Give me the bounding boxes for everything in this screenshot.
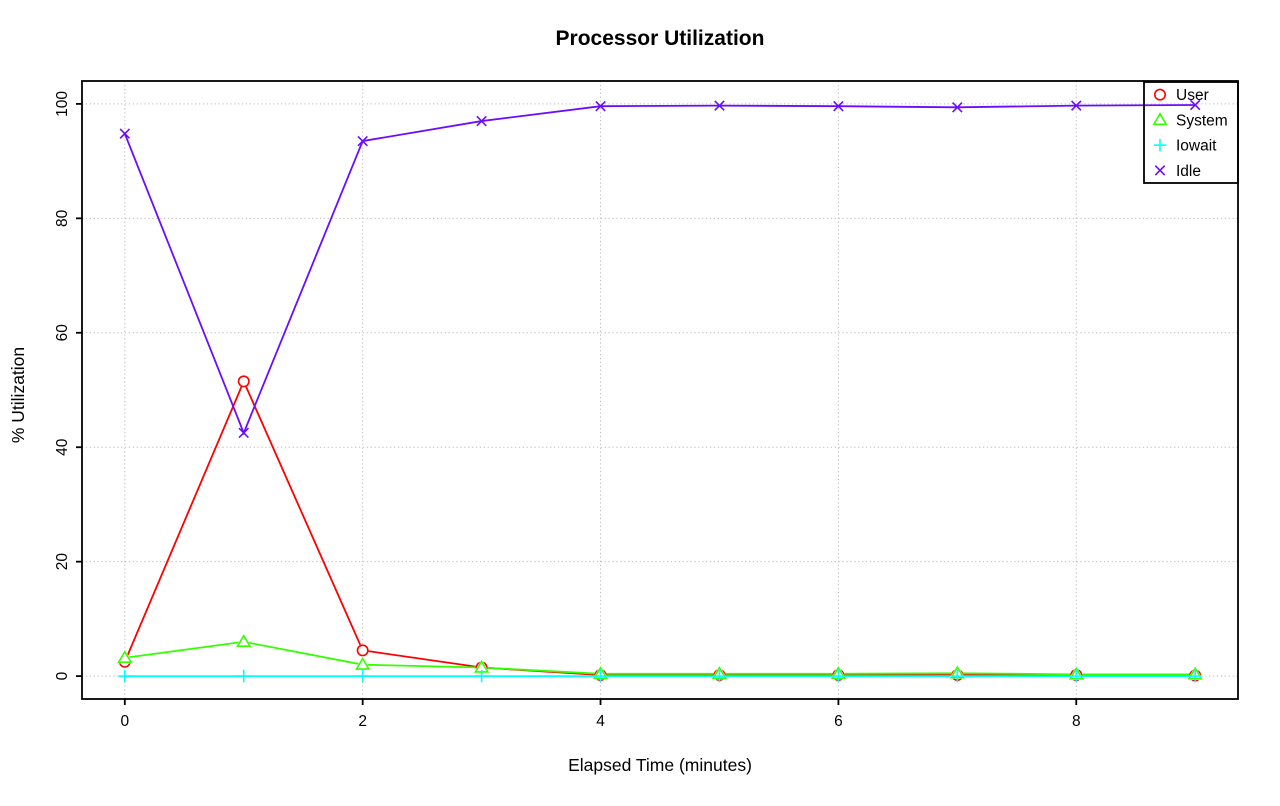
svg-text:8: 8: [1072, 713, 1081, 730]
svg-text:User: User: [1176, 87, 1209, 104]
svg-text:0: 0: [120, 713, 129, 730]
svg-text:60: 60: [54, 324, 71, 342]
svg-text:0: 0: [54, 671, 71, 680]
svg-text:20: 20: [54, 553, 71, 571]
svg-text:100: 100: [54, 91, 71, 117]
svg-text:% Utilization: % Utilization: [8, 347, 28, 443]
svg-text:Elapsed Time (minutes): Elapsed Time (minutes): [568, 755, 752, 775]
svg-text:Processor Utilization: Processor Utilization: [556, 27, 765, 50]
svg-text:80: 80: [54, 209, 71, 227]
svg-text:40: 40: [54, 438, 71, 456]
svg-text:4: 4: [596, 713, 605, 730]
svg-text:Idle: Idle: [1176, 163, 1201, 180]
svg-text:6: 6: [834, 713, 843, 730]
svg-text:Iowait: Iowait: [1176, 138, 1217, 155]
svg-text:System: System: [1176, 112, 1228, 129]
svg-text:2: 2: [358, 713, 367, 730]
